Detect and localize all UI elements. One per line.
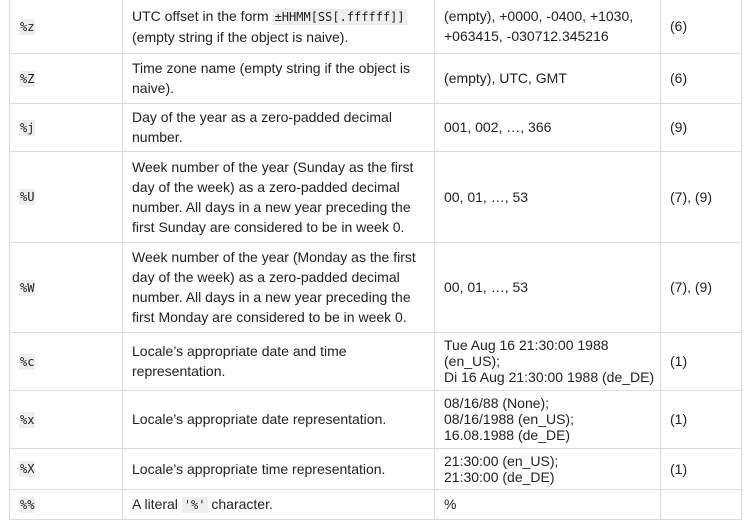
notes-cell: (7), (9) bbox=[660, 150, 742, 243]
directive-cell: %W bbox=[9, 241, 123, 333]
table-row-W: %W Week number of the year (Monday as th… bbox=[9, 241, 742, 333]
directive-cell: %X bbox=[9, 447, 123, 490]
notes-cell: (6) bbox=[660, 52, 742, 104]
notes-cell: (1) bbox=[660, 389, 742, 449]
table-row-c: %c Locale’s appropriate date and time re… bbox=[9, 331, 742, 391]
directive-code: %z bbox=[19, 18, 36, 35]
meaning-text: A literal bbox=[132, 495, 182, 512]
notes-cell: (9) bbox=[660, 102, 742, 152]
directive-code: %% bbox=[19, 496, 36, 513]
meaning-cell: Day of the year as a zero-padded decimal… bbox=[122, 102, 435, 152]
directive-code: %U bbox=[19, 189, 36, 205]
example-line: 08/16/1988 (en_US); bbox=[444, 411, 574, 427]
notes-cell: (1) bbox=[660, 447, 742, 490]
directive-cell: %U bbox=[9, 150, 123, 243]
table-row-Z: %Z Time zone name (empty string if the o… bbox=[9, 52, 742, 104]
directive-cell: %c bbox=[9, 331, 123, 391]
directive-cell: %% bbox=[9, 488, 123, 520]
notes-cell: (6) bbox=[660, 0, 742, 54]
example-cell: % bbox=[434, 488, 661, 520]
meaning-text: character. bbox=[207, 495, 273, 512]
directive-code: %W bbox=[19, 279, 36, 296]
example-cell: 00, 01, …, 53 bbox=[434, 241, 661, 333]
directive-code: %j bbox=[19, 119, 36, 136]
notes-cell bbox=[660, 488, 742, 520]
directive-code: %Z bbox=[19, 70, 36, 87]
example-cell: 00, 01, …, 53 bbox=[434, 150, 661, 243]
notes-cell: (1) bbox=[660, 331, 742, 391]
table-row-x: %x Locale’s appropriate date representat… bbox=[9, 389, 742, 449]
strftime-directives-table: %z UTC offset in the form ±HHMM[SS[.ffff… bbox=[9, 0, 742, 520]
example-line: 16.08.1988 (de_DE) bbox=[444, 427, 571, 443]
meaning-cell: Locale’s appropriate date representation… bbox=[122, 389, 435, 449]
table-row-X: %X Locale’s appropriate time representat… bbox=[9, 447, 742, 490]
table-row-percent: %% A literal '%' character. % bbox=[9, 488, 742, 520]
example-line: 21:30:00 (de_DE) bbox=[444, 468, 555, 485]
inline-code: ±HHMM[SS[.ffffff]] bbox=[272, 8, 407, 25]
directive-cell: %x bbox=[9, 389, 123, 449]
meaning-text: (empty string if the object is naive). bbox=[132, 28, 349, 45]
table-row-U: %U Week number of the year (Sunday as th… bbox=[9, 150, 742, 243]
example-cell: (empty), UTC, GMT bbox=[434, 52, 661, 104]
directive-cell: %z bbox=[9, 0, 123, 54]
meaning-text: UTC offset in the form bbox=[132, 7, 273, 24]
example-line: Tue Aug 16 21:30:00 1988 (en_US); bbox=[444, 337, 609, 369]
directive-cell: %j bbox=[9, 102, 123, 152]
directive-code: %c bbox=[19, 353, 36, 370]
example-cell: 001, 002, …, 366 bbox=[434, 102, 661, 152]
directive-cell: %Z bbox=[9, 52, 123, 104]
example-line: 08/16/88 (None); bbox=[444, 395, 550, 411]
meaning-cell: Week number of the year (Sunday as the f… bbox=[122, 150, 435, 243]
meaning-cell: Week number of the year (Monday as the f… bbox=[122, 241, 435, 333]
inline-code: '%' bbox=[181, 496, 208, 513]
example-line: 21:30:00 (en_US); bbox=[444, 452, 559, 469]
example-cell: 21:30:00 (en_US); 21:30:00 (de_DE) bbox=[434, 447, 661, 490]
meaning-cell: Locale’s appropriate date and time repre… bbox=[122, 331, 435, 391]
example-cell: (empty), +0000, -0400, +1030, +063415, -… bbox=[434, 0, 661, 54]
notes-cell: (7), (9) bbox=[660, 241, 742, 333]
directive-code: %x bbox=[19, 411, 36, 428]
example-cell: Tue Aug 16 21:30:00 1988 (en_US); Di 16 A… bbox=[434, 331, 661, 391]
directive-code: %X bbox=[19, 461, 36, 477]
example-cell: 08/16/88 (None); 08/16/1988 (en_US); 16.08… bbox=[434, 389, 661, 449]
meaning-cell: UTC offset in the form ±HHMM[SS[.ffffff]… bbox=[122, 0, 435, 54]
table-row-j: %j Day of the year as a zero-padded deci… bbox=[9, 102, 742, 152]
example-line: Di 16 Aug 21:30:00 1988 (de_DE) bbox=[444, 369, 655, 385]
meaning-cell: Locale’s appropriate time representation… bbox=[122, 447, 435, 490]
meaning-cell: A literal '%' character. bbox=[122, 488, 435, 520]
table-row-z: %z UTC offset in the form ±HHMM[SS[.ffff… bbox=[9, 0, 742, 54]
meaning-cell: Time zone name (empty string if the obje… bbox=[122, 52, 435, 104]
